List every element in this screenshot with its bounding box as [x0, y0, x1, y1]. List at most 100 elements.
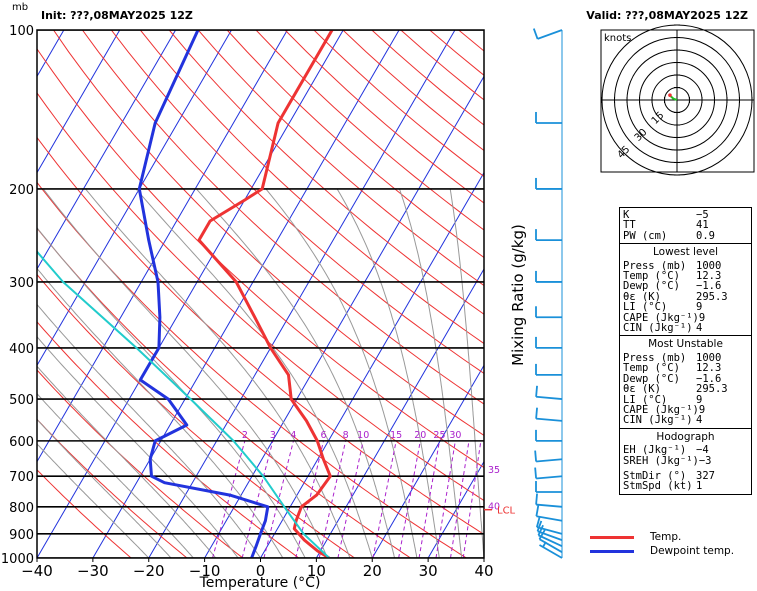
- y-tick-label: 700: [9, 470, 34, 485]
- index-label: EH (Jkg⁻¹): [623, 444, 687, 457]
- barb-flag: [535, 385, 538, 397]
- x-tick-label: 40: [474, 562, 493, 580]
- mixing-ratio-label: 6: [320, 430, 326, 441]
- index-label: StmSpd (kt): [623, 480, 693, 493]
- x-tick-label: −40: [21, 562, 53, 580]
- hodograph-end-point: [668, 93, 672, 97]
- barb-flag: [534, 450, 537, 462]
- isotherm-line: [37, 30, 232, 367]
- barb-shaft: [536, 458, 563, 463]
- lcl-label: LCL: [497, 506, 516, 517]
- index-label: Temp (°C): [623, 270, 680, 283]
- index-row: CIN (Jkg⁻¹) 4: [623, 322, 748, 335]
- wind-barb: [535, 177, 562, 190]
- index-label: θε (K): [623, 290, 661, 303]
- barb-flag: [538, 529, 546, 540]
- index-row: Dewp (°C) −1.6: [623, 372, 748, 385]
- wind-barb: [538, 529, 563, 553]
- barb-shaft: [536, 526, 563, 535]
- dry-adiabat-line: [197, 30, 484, 287]
- barb-shaft: [538, 534, 563, 548]
- temperature-axis-label: Temperature (°C): [199, 575, 321, 591]
- index-value: −1.6: [696, 280, 722, 293]
- index-value: 4: [696, 414, 703, 427]
- index-label: LI (°C): [623, 301, 668, 314]
- barb-shaft: [537, 530, 563, 541]
- lowest-level-title: Lowest level: [652, 246, 719, 259]
- x-tick-label: 10: [307, 562, 326, 580]
- index-row: Temp (°C) 12.3: [623, 363, 748, 374]
- index-label: LI (°C): [623, 393, 668, 406]
- moist-adiabat-line: [37, 226, 306, 558]
- mixing-ratio-label: 3: [270, 430, 276, 441]
- index-label: SREH (Jkg⁻¹): [623, 454, 699, 467]
- index-row: StmDir (°) 327: [623, 470, 748, 481]
- barb-shaft: [539, 538, 563, 553]
- barb-flag: [536, 520, 543, 532]
- index-label: θε (K): [623, 383, 661, 396]
- wind-barb: [535, 385, 563, 400]
- index-value: 9: [698, 403, 706, 416]
- barb-shaft: [536, 417, 563, 422]
- barb-flag: [535, 505, 540, 517]
- wind-barb: [532, 28, 563, 40]
- mixing-ratio-line: [418, 440, 440, 558]
- legend-label-dewpoint: Dewpoint temp.: [650, 545, 735, 557]
- legend: Temp. Dewpoint temp.: [590, 530, 734, 558]
- index-row: Dewp (°C) −1.6: [623, 280, 748, 293]
- isotherm-line: [92, 30, 400, 558]
- mixing-ratio-label: 40: [488, 501, 500, 512]
- index-row: CAPE (Jkg⁻¹) 9: [623, 312, 748, 323]
- mixing-ratio-label: 25: [433, 430, 445, 441]
- hodograph-indices-box: Hodograph EH (Jkg⁻¹) −4 SREH (Jkg⁻¹) −3 Stm…: [619, 427, 752, 495]
- index-value: −1.6: [696, 372, 722, 385]
- isotherm-line: [315, 267, 484, 558]
- isotherm-line: [37, 30, 344, 558]
- y-tick-label: 100: [9, 24, 34, 39]
- parcel-profile: [37, 250, 330, 558]
- index-value: 9: [696, 393, 703, 406]
- dry-adiabat-line: [37, 136, 484, 535]
- wind-barb: [535, 493, 563, 508]
- wind-barb: [535, 270, 562, 283]
- isotherm-line: [37, 30, 121, 174]
- y-tick-label: 1000: [1, 552, 34, 567]
- mixing-ratio-line: [241, 440, 274, 558]
- mixing-ratio-label: 8: [343, 430, 349, 441]
- mixing-ratio-label: 30: [449, 430, 461, 441]
- barb-shaft: [536, 503, 563, 508]
- dewpoint-profile: [137, 30, 270, 558]
- thermo-grid: [37, 30, 484, 558]
- wind-barb: [535, 481, 562, 493]
- mixing-ratio-label: 15: [390, 430, 402, 441]
- index-value: 4: [696, 322, 703, 335]
- mixing-ratio-line: [398, 440, 421, 558]
- moist-adiabat-line: [37, 303, 261, 558]
- index-row: LI (°C) 9: [623, 393, 748, 406]
- valid-time-label: Valid: ???,08MAY2025 12Z: [586, 9, 748, 22]
- plot-frame: [36, 29, 485, 559]
- mixing-ratio-axis-label: Mixing Ratio (g/kg): [509, 224, 527, 366]
- barb-flag: [535, 407, 538, 419]
- x-tick-label: −20: [133, 562, 165, 580]
- index-value: 1: [696, 480, 703, 493]
- mixing-ratio-label: 4: [290, 430, 296, 441]
- index-label: CIN (Jkg⁻¹): [623, 322, 693, 335]
- index-label: Press (mb): [623, 351, 687, 364]
- mixing-ratio-label: 20: [414, 430, 426, 441]
- most-unstable-title: Most Unstable: [648, 338, 723, 351]
- mixing-ratio-line: [372, 440, 397, 558]
- index-row: EH (Jkg⁻¹) −4: [623, 444, 748, 457]
- isotherm-line: [371, 364, 484, 558]
- index-label: Dewp (°C): [623, 372, 680, 385]
- y-tick-label: 200: [9, 183, 34, 198]
- wind-barb: [534, 450, 563, 463]
- dry-adiabat-line: [81, 30, 484, 405]
- legend-swatch-temp: [590, 535, 634, 539]
- index-label: Press (mb): [623, 259, 687, 272]
- index-value: 295.3: [696, 290, 728, 303]
- wind-barb: [535, 407, 563, 422]
- x-tick-label: 30: [419, 562, 438, 580]
- barb-flag: [535, 493, 538, 505]
